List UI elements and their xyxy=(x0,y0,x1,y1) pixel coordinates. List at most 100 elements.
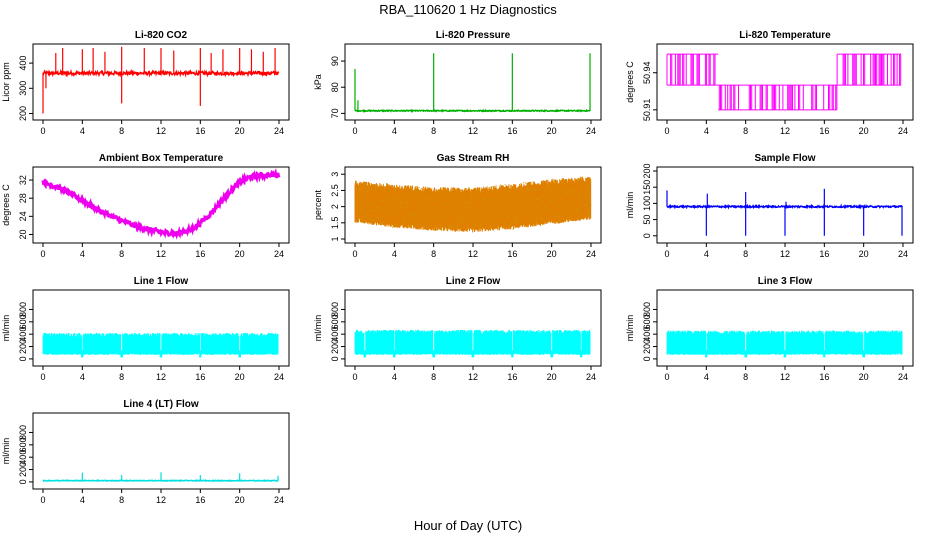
y-tick-label: 1 xyxy=(330,236,340,241)
y-tick-label: 600 xyxy=(330,314,340,329)
y-axis-label: kPa xyxy=(313,74,323,90)
x-tick-label: 16 xyxy=(507,126,517,136)
x-tick-label: 12 xyxy=(156,495,166,505)
x-tick-label: 12 xyxy=(468,126,478,136)
panel-title: Gas Stream RH xyxy=(437,153,510,164)
x-tick-label: 16 xyxy=(819,126,829,136)
y-tick-label: 800 xyxy=(18,425,28,440)
y-tick-label: 400 xyxy=(18,450,28,465)
x-tick-label: 8 xyxy=(119,495,124,505)
x-tick-label: 0 xyxy=(40,126,45,136)
y-tick-label: 100 xyxy=(642,196,652,211)
panel-2: Li-820 Pressure 0 4 8 12 16 20 24 70 80 90 kPa xyxy=(313,30,602,136)
x-tick-label: 4 xyxy=(704,126,709,136)
x-tick-label: 20 xyxy=(235,372,245,382)
series-segment xyxy=(836,54,902,86)
x-tick-label: 0 xyxy=(40,249,45,259)
x-tick-label: 20 xyxy=(235,126,245,136)
y-tick-label: 800 xyxy=(330,302,340,317)
x-tick-label: 12 xyxy=(156,249,166,259)
y-tick-label: 400 xyxy=(330,327,340,342)
y-tick-label: 0 xyxy=(642,356,652,361)
x-tick-label: 8 xyxy=(743,249,748,259)
series-segment xyxy=(718,85,838,110)
x-tick-label: 0 xyxy=(664,372,669,382)
x-tick-label: 12 xyxy=(780,249,790,259)
panel-title: Line 2 Flow xyxy=(446,276,501,287)
data-series xyxy=(42,46,280,114)
x-tick-label: 16 xyxy=(507,249,517,259)
panel-title: Li-820 Pressure xyxy=(436,30,511,41)
y-axis-label: ml/min xyxy=(1,315,11,342)
panel-1: Li-820 CO2 0 4 8 12 16 20 24 200 300 400 Licor ppm xyxy=(1,30,290,136)
data-series xyxy=(42,472,279,483)
series-line xyxy=(354,108,591,113)
x-tick-label: 24 xyxy=(274,372,284,382)
x-tick-label: 4 xyxy=(392,372,397,382)
panel-4: Ambient Box Temperature 0 4 8 12 16 20 24 20 24 28… xyxy=(1,153,290,259)
x-tick-label: 8 xyxy=(743,372,748,382)
series-segment xyxy=(666,54,716,86)
y-tick-label: 24 xyxy=(18,211,28,221)
x-tick-label: 20 xyxy=(547,126,557,136)
y-tick-label: 600 xyxy=(642,314,652,329)
x-tick-label: 24 xyxy=(274,249,284,259)
series-band xyxy=(354,176,592,233)
panel-3: Li-820 Temperature 0 4 8 12 16 20 24 50.91 50.94 d… xyxy=(625,30,914,136)
x-tick-label: 8 xyxy=(119,249,124,259)
x-tick-label: 0 xyxy=(352,126,357,136)
x-tick-label: 20 xyxy=(547,249,557,259)
data-series xyxy=(354,53,591,113)
x-tick-label: 24 xyxy=(898,249,908,259)
series-band xyxy=(42,332,279,358)
y-tick-label: 200 xyxy=(330,339,340,354)
y-tick-label: 200 xyxy=(642,163,652,178)
x-tick-label: 0 xyxy=(664,249,669,259)
y-tick-label: 800 xyxy=(18,302,28,317)
x-tick-label: 12 xyxy=(156,126,166,136)
y-tick-label: 200 xyxy=(18,462,28,477)
y-tick-label: 50.91 xyxy=(642,99,652,122)
x-tick-label: 0 xyxy=(664,126,669,136)
panel-title: Li-820 Temperature xyxy=(739,30,831,41)
x-tick-label: 8 xyxy=(431,372,436,382)
y-tick-label: 200 xyxy=(18,106,28,121)
y-tick-label: 400 xyxy=(18,327,28,342)
x-axis-title: Hour of Day (UTC) xyxy=(413,518,523,533)
y-tick-label: 300 xyxy=(18,81,28,96)
y-tick-label: 80 xyxy=(330,82,340,92)
y-tick-label: 50 xyxy=(642,215,652,225)
series-band xyxy=(354,329,591,358)
x-tick-label: 8 xyxy=(119,372,124,382)
y-tick-label: 150 xyxy=(642,180,652,195)
y-tick-label: 90 xyxy=(330,56,340,66)
y-axis-label: percent xyxy=(313,189,323,220)
y-axis-label: ml/min xyxy=(313,315,323,342)
x-tick-label: 4 xyxy=(80,249,85,259)
panel-10: Line 4 (LT) Flow 0 4 8 12 16 20 24 0 200400600800… xyxy=(1,399,290,505)
y-tick-label: 400 xyxy=(642,327,652,342)
x-tick-label: 4 xyxy=(704,249,709,259)
y-tick-label: 20 xyxy=(18,229,28,239)
x-tick-label: 0 xyxy=(40,372,45,382)
y-tick-label: 600 xyxy=(18,314,28,329)
x-tick-label: 24 xyxy=(586,372,596,382)
x-tick-label: 24 xyxy=(898,126,908,136)
y-tick-label: 32 xyxy=(18,175,28,185)
y-tick-label: 800 xyxy=(642,302,652,317)
data-series xyxy=(666,330,903,358)
series-line xyxy=(41,167,281,240)
y-tick-label: 2.5 xyxy=(330,184,340,197)
x-tick-label: 12 xyxy=(780,372,790,382)
x-tick-label: 8 xyxy=(743,126,748,136)
data-series xyxy=(354,329,591,358)
x-tick-label: 0 xyxy=(352,372,357,382)
panel-frame xyxy=(344,43,602,121)
x-tick-label: 16 xyxy=(819,372,829,382)
data-series xyxy=(42,332,279,358)
y-tick-label: 70 xyxy=(330,108,340,118)
x-tick-label: 4 xyxy=(704,372,709,382)
